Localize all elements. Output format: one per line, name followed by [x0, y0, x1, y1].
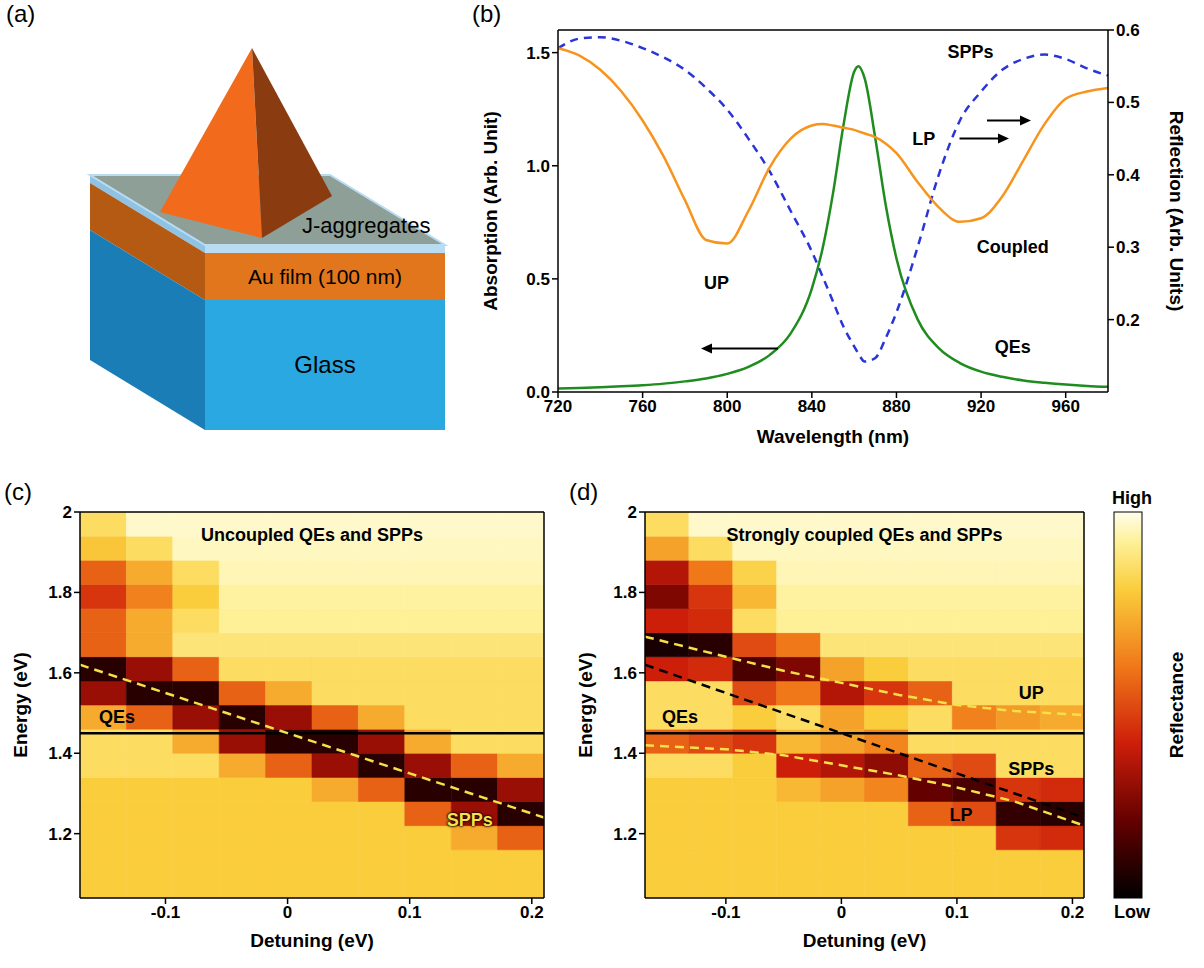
svg-text:-0.1: -0.1	[711, 903, 740, 922]
html-text:LP: LP	[949, 805, 973, 826]
html-text:LP: LP	[912, 128, 936, 149]
svg-text:0.5: 0.5	[526, 270, 550, 289]
html-text:(a): (a)	[6, 0, 36, 27]
svg-text:1.6: 1.6	[613, 664, 637, 683]
svg-text:0.1: 0.1	[945, 903, 969, 922]
svg-text:1.0: 1.0	[526, 157, 550, 176]
svg-text:920: 920	[967, 397, 995, 416]
html-text:Detuning (eV): Detuning (eV)	[250, 929, 374, 951]
svg-text:J-aggregates: J-aggregates	[302, 213, 430, 238]
svg-text:0.6: 0.6	[1116, 21, 1140, 40]
svg-text:1.4: 1.4	[613, 744, 637, 763]
svg-text:1.2: 1.2	[613, 825, 637, 844]
html-text:Low: Low	[1114, 902, 1150, 922]
html-text:(d): (d)	[569, 478, 599, 505]
html-text:(c): (c)	[4, 478, 32, 505]
svg-text:1.4: 1.4	[48, 744, 72, 763]
html-text:UP: UP	[703, 273, 729, 294]
html-text:Absorption (Arb. Unit): Absorption (Arb. Unit)	[479, 111, 501, 311]
svg-text:880: 880	[882, 397, 910, 416]
svg-text:0.0: 0.0	[526, 383, 550, 402]
svg-text:0.2: 0.2	[520, 903, 544, 922]
html-text:Wavelength (nm): Wavelength (nm)	[756, 425, 910, 447]
svg-text:960: 960	[1052, 397, 1080, 416]
svg-text:800: 800	[713, 397, 741, 416]
html-text:SPPs: SPPs	[446, 809, 493, 830]
svg-text:1.2: 1.2	[48, 825, 72, 844]
svg-text:-0.1: -0.1	[151, 903, 180, 922]
html-text:Strongly coupled QEs and SPPs: Strongly coupled QEs and SPPs	[726, 525, 1003, 546]
svg-text:0.2: 0.2	[1061, 903, 1085, 922]
svg-text:Glass: Glass	[294, 351, 355, 378]
html-text:Reflection (Arb. Units): Reflection (Arb. Units)	[1165, 110, 1187, 312]
svg-text:Au film (100 nm): Au film (100 nm)	[248, 265, 402, 288]
svg-text:0.3: 0.3	[1116, 238, 1140, 257]
svg-text:2: 2	[63, 503, 72, 522]
html-text:Detuning (eV): Detuning (eV)	[802, 929, 927, 951]
html-text:Reflectance: Reflectance	[1165, 651, 1187, 759]
svg-text:720: 720	[543, 397, 573, 417]
html-text:SPPs: SPPs	[947, 41, 994, 62]
svg-text:2: 2	[628, 503, 637, 522]
html-text:Energy (eV): Energy (eV)	[574, 652, 596, 758]
html-text:QEs: QEs	[994, 336, 1031, 357]
html-text:QEs: QEs	[99, 707, 136, 727]
svg-text:1.6: 1.6	[48, 664, 72, 683]
svg-text:0.1: 0.1	[398, 903, 422, 922]
html-text:QEs: QEs	[662, 707, 699, 727]
svg-text:0.4: 0.4	[1116, 166, 1140, 185]
svg-text:760: 760	[628, 397, 656, 416]
svg-text:0: 0	[283, 903, 292, 922]
svg-text:0.2: 0.2	[1116, 311, 1140, 330]
svg-text:1.8: 1.8	[613, 583, 637, 602]
svg-text:0.5: 0.5	[1116, 93, 1140, 112]
html-text:UP: UP	[1018, 683, 1044, 703]
svg-text:0: 0	[837, 903, 846, 922]
html-text:Uncoupled QEs and SPPs: Uncoupled QEs and SPPs	[201, 525, 423, 546]
svg-text:1.8: 1.8	[48, 583, 72, 602]
html-text:Coupled: Coupled	[976, 237, 1049, 258]
html-text:(b): (b)	[472, 0, 502, 27]
svg-text:840: 840	[798, 397, 826, 416]
html-text:High: High	[1112, 488, 1152, 508]
html-text:Energy (eV): Energy (eV)	[9, 652, 31, 758]
svg-text:1.5: 1.5	[526, 44, 550, 63]
html-text:SPPs: SPPs	[1008, 758, 1055, 779]
